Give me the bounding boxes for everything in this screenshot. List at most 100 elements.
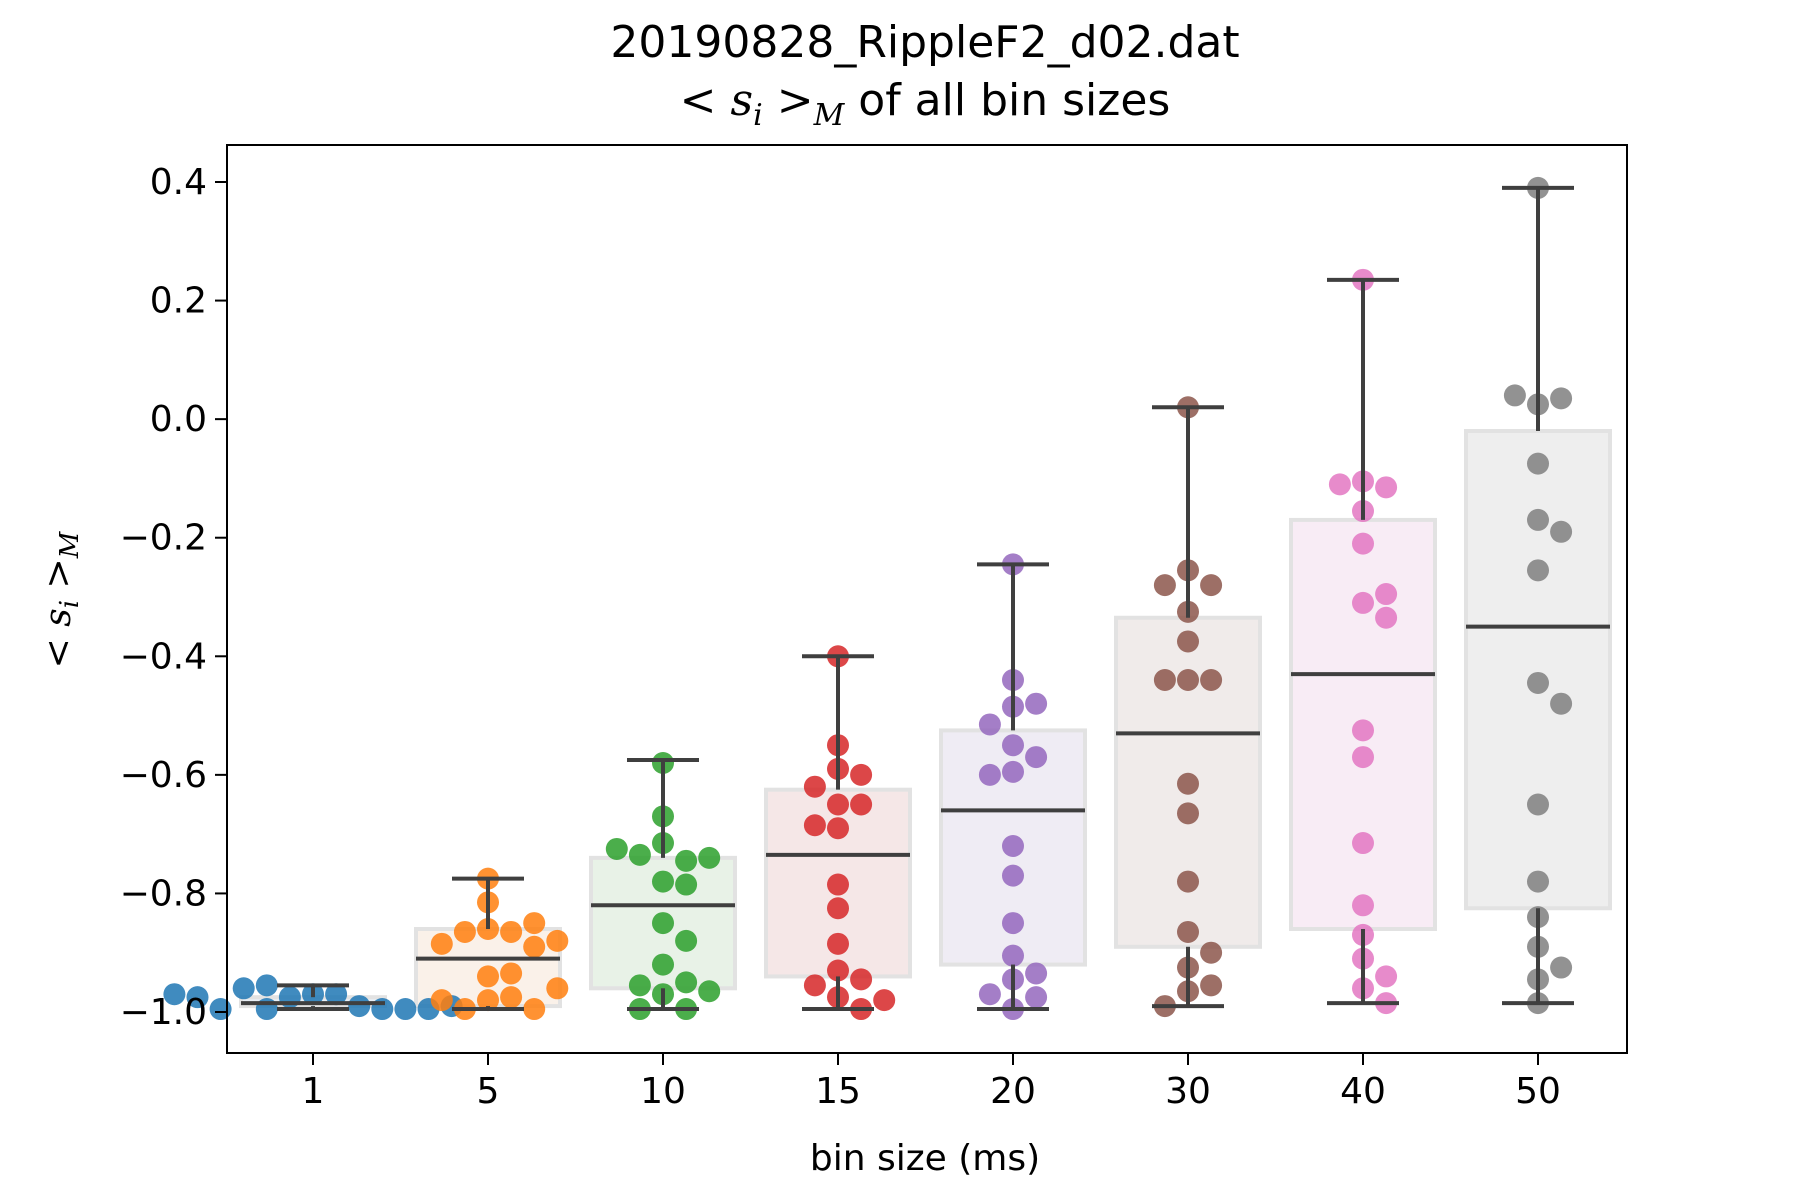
point-50 — [1527, 671, 1549, 694]
box-50 — [1464, 429, 1612, 911]
point-50 — [1527, 559, 1549, 582]
point-20 — [1002, 835, 1024, 857]
x-tick-label: 50 — [1515, 1071, 1561, 1112]
point-50 — [1550, 692, 1573, 715]
point-40 — [1352, 894, 1374, 917]
plot-frame — [226, 144, 1628, 1054]
point-5 — [546, 929, 569, 952]
point-10 — [675, 849, 698, 872]
boxes-layer — [239, 429, 1612, 1009]
y-tick-label: −1.0 — [120, 992, 207, 1033]
point-1 — [325, 983, 348, 1006]
point-30 — [1177, 630, 1199, 653]
title-math-s: < s — [680, 75, 753, 126]
point-1 — [232, 977, 255, 1000]
y-tick-label: 0.2 — [150, 281, 207, 322]
point-30 — [1200, 574, 1223, 597]
point-10 — [675, 929, 698, 952]
point-15 — [827, 873, 849, 896]
point-10 — [698, 980, 721, 1003]
title-math-sub-m: M — [813, 98, 846, 133]
point-1 — [186, 986, 209, 1009]
point-5 — [430, 932, 453, 955]
point-30 — [1177, 772, 1199, 795]
point-15 — [850, 793, 873, 816]
point-20 — [978, 713, 1001, 736]
title-math-sub-i: i — [753, 98, 763, 133]
point-15 — [803, 814, 826, 837]
point-15 — [827, 817, 849, 840]
point-1 — [163, 983, 186, 1006]
point-30 — [1177, 870, 1199, 893]
point-50 — [1527, 508, 1549, 531]
point-50 — [1503, 384, 1526, 407]
point-30 — [1153, 669, 1176, 691]
point-15 — [827, 932, 849, 955]
point-5 — [477, 965, 499, 988]
point-30 — [1200, 669, 1223, 691]
point-40 — [1352, 746, 1374, 769]
point-10 — [698, 846, 721, 869]
point-30 — [1177, 920, 1199, 943]
ylabel-math-sub-m: M — [55, 530, 85, 559]
point-10 — [605, 837, 628, 860]
point-10 — [628, 843, 651, 866]
point-15 — [850, 763, 873, 786]
point-50 — [1550, 956, 1573, 979]
point-20 — [1002, 760, 1024, 783]
point-50 — [1550, 520, 1573, 543]
y-axis: 0.4 0.2 0.0 −0.2 −0.4 −0.6 −0.8 −1.0 — [120, 162, 227, 1033]
point-5 — [523, 998, 546, 1021]
y-tick-label: −0.4 — [120, 636, 207, 677]
point-20 — [1025, 986, 1048, 1009]
point-20 — [1025, 746, 1048, 769]
x-axis-label: bin size (ms) — [810, 1138, 1040, 1179]
x-tick-label: 1 — [302, 1071, 325, 1112]
title-rest: of all bin sizes — [844, 75, 1170, 126]
point-5 — [453, 920, 476, 943]
point-10 — [675, 971, 698, 994]
point-40 — [1375, 583, 1398, 606]
point-10 — [628, 974, 651, 997]
point-50 — [1527, 452, 1549, 475]
point-50 — [1550, 387, 1573, 410]
point-10 — [675, 873, 698, 896]
point-20 — [1002, 734, 1024, 757]
point-5 — [500, 986, 523, 1009]
point-30 — [1200, 974, 1223, 997]
x-tick-label: 20 — [990, 1071, 1036, 1112]
point-15 — [873, 989, 896, 1012]
point-20 — [978, 983, 1001, 1006]
point-20 — [1025, 962, 1048, 985]
point-1 — [394, 998, 417, 1021]
point-40 — [1352, 832, 1374, 855]
y-tick-label: −0.2 — [120, 518, 207, 559]
point-50 — [1527, 870, 1549, 893]
point-15 — [803, 775, 826, 798]
y-axis-label: < si >M — [38, 530, 85, 668]
point-5 — [430, 989, 453, 1012]
point-20 — [1002, 944, 1024, 967]
point-20 — [1025, 692, 1048, 715]
point-50 — [1527, 793, 1549, 816]
point-5 — [477, 989, 499, 1012]
x-tick-label: 10 — [640, 1071, 686, 1112]
point-20 — [978, 763, 1001, 786]
point-5 — [546, 977, 569, 1000]
point-15 — [850, 968, 873, 991]
point-40 — [1375, 965, 1398, 988]
point-40 — [1328, 473, 1351, 496]
x-tick-label: 30 — [1165, 1071, 1211, 1112]
x-tick-label: 15 — [815, 1071, 861, 1112]
chart-title-line1: 20190828_RippleF2_d02.dat — [610, 17, 1239, 68]
point-1 — [348, 995, 371, 1018]
x-axis: 1 5 10 15 20 30 40 50 — [302, 1053, 1561, 1112]
point-40 — [1375, 606, 1398, 629]
point-5 — [523, 912, 546, 935]
ylabel-math-gt: > — [38, 558, 79, 600]
point-20 — [1002, 912, 1024, 935]
title-math-gt: > — [763, 75, 814, 126]
point-5 — [500, 962, 523, 985]
point-1 — [209, 998, 232, 1021]
